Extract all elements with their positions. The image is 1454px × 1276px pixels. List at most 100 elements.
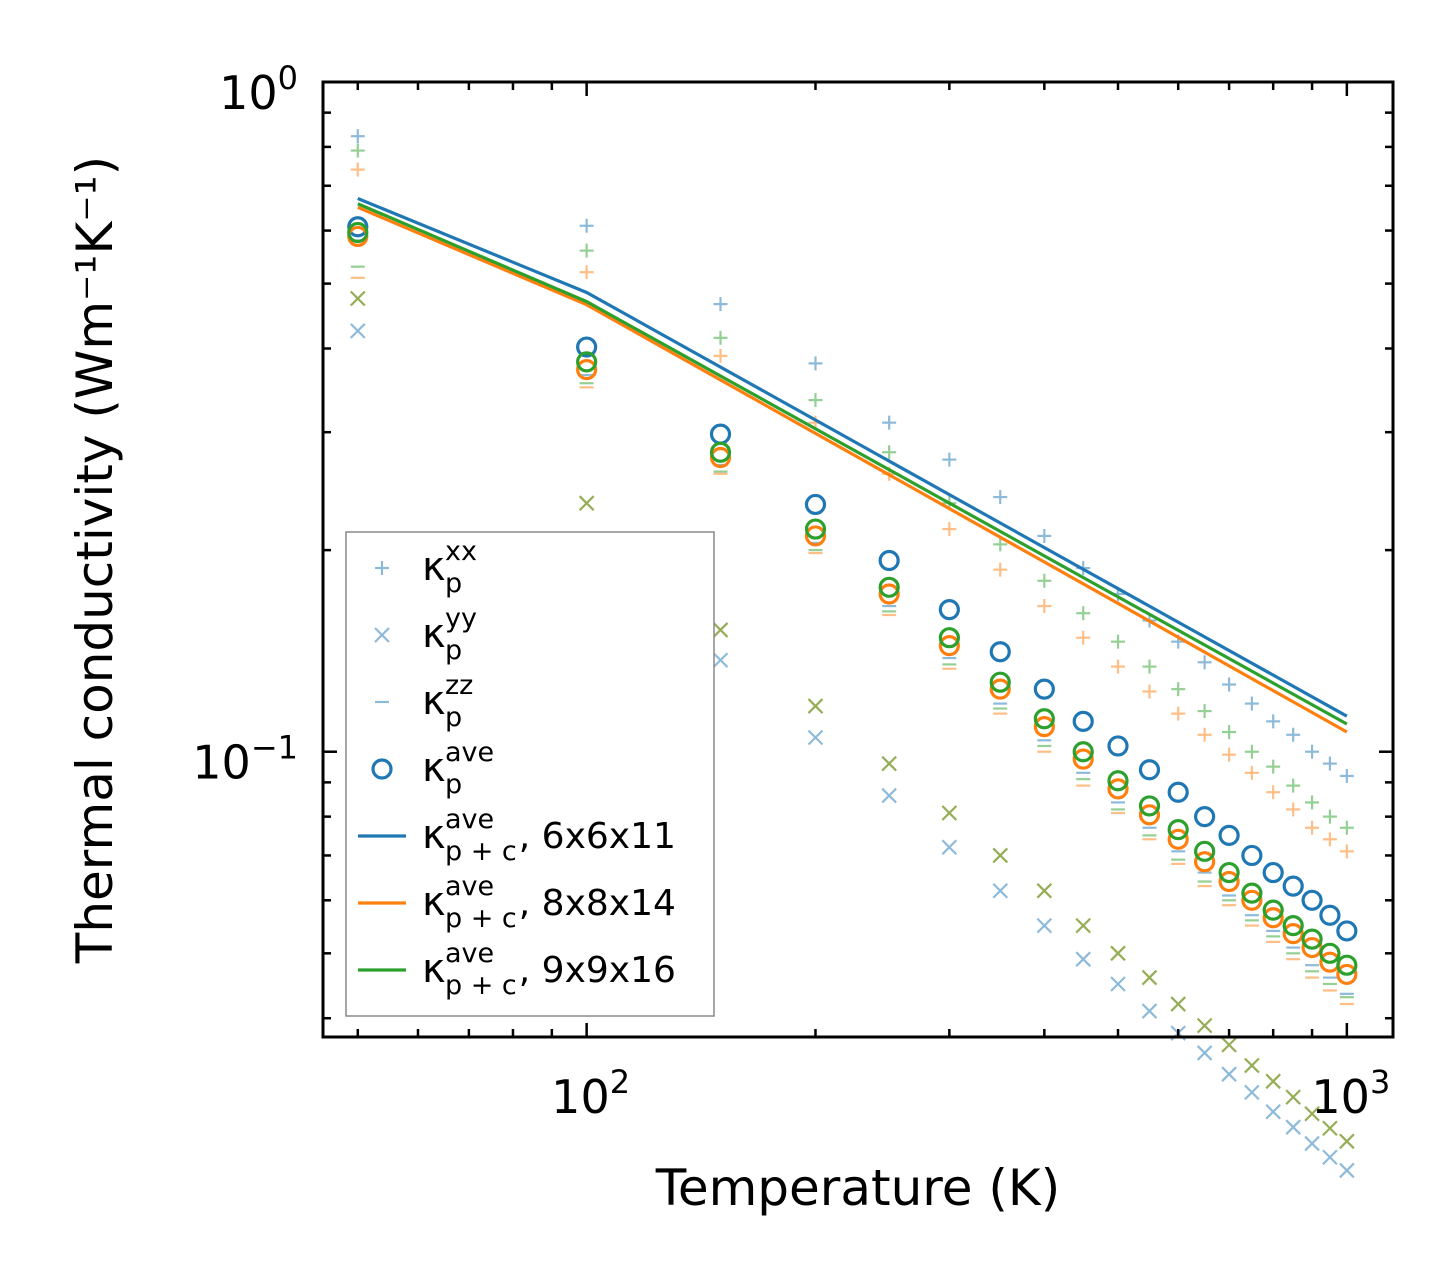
circle-point-kp_ave_9x9x16-750 [1241, 882, 1263, 904]
x-point-kp_yy_6x6x11-250-b [881, 787, 897, 804]
x-point-kp_yy_9x9x16-1000-b [1339, 1133, 1355, 1150]
x-point-kp_yy_6x6x11-250 [881, 787, 897, 804]
circle-point-kp_ave_8x8x14-1000 [1336, 963, 1358, 986]
x-point-kp_yy_9x9x16-150-b [712, 622, 729, 638]
x-point-kp_yy_9x9x16-700 [1221, 1037, 1237, 1053]
circle-point-kp_ave_6x6x11-700 [1218, 824, 1240, 846]
plus-point-kp_xx_9x9x16-700 [1222, 725, 1237, 740]
y-tick-base: 10 [192, 736, 251, 790]
x-point-kp_yy_9x9x16-700-b [1221, 1037, 1237, 1053]
legend-label: κave p [422, 737, 494, 800]
plus-point-kp_xx_6x6x11-900 [1305, 744, 1320, 759]
circle-point-kp_ave_6x6x11-650 [1194, 806, 1216, 828]
circle-point-kp_ave_6x6x11-100 [576, 336, 598, 358]
circle-point-kp_ave_6x6x11-950 [1319, 904, 1341, 926]
legend-label: κave p + c, 9x9x16 [422, 938, 676, 1001]
legend-entry: κyy p [374, 603, 477, 666]
circle-point-kp_ave_9x9x16-250 [878, 576, 900, 598]
x-point-kp_yy_9x9x16-800 [1265, 1073, 1281, 1090]
circle-point-kp_ave_9x9x16-50-ring [347, 221, 369, 244]
circle-point-kp_ave_9x9x16-800-ring [1262, 899, 1284, 921]
legend-box [345, 531, 715, 1017]
plus-point-kp_xx_8x8x14-800 [1266, 785, 1281, 800]
plus-point-kp_xx_9x9x16-500 [1111, 634, 1126, 649]
legend-suffix: , 6x6x11 [519, 816, 676, 857]
legend-superscript: ave [445, 737, 494, 768]
plus-point-kp_xx_6x6x11-850 [1286, 727, 1301, 742]
circle-point-kp_ave_6x6x11-800 [1262, 861, 1284, 884]
legend-entry: κxx p [375, 536, 477, 599]
plus-point-kp_xx_6x6x11-700 [1222, 677, 1237, 692]
x-point-kp_yy_9x9x16-950 [1322, 1120, 1338, 1137]
circle-point-kp_ave_8x8x14-350 [989, 678, 1011, 700]
x-tick-label: 102 [551, 1063, 630, 1124]
x-point-kp_yy_9x9x16-400 [1036, 882, 1053, 899]
x-point-kp_yy_9x9x16-550-b [1141, 969, 1158, 986]
circle-point-kp_ave_9x9x16-300-ring [938, 627, 960, 649]
circle-point-kp_ave_9x9x16-350 [989, 671, 1011, 693]
x-point-kp_yy_9x9x16-100 [578, 495, 595, 511]
circle-point-kp_ave_9x9x16-650 [1194, 840, 1216, 862]
circle-point-kp_ave_8x8x14-250 [878, 583, 900, 605]
circle-point-kp_ave_8x8x14-850-ring [1282, 923, 1304, 945]
legend-circle-swatch [371, 758, 393, 780]
circle-point-kp_ave_6x6x11-750-ring [1241, 844, 1263, 867]
plus-point-kp_xx_6x6x11-200 [808, 356, 823, 371]
x-point-kp_yy_6x6x11-50-b [350, 323, 366, 339]
x-point-kp_yy_6x6x11-350 [992, 882, 1009, 899]
circle-point-kp_ave_6x6x11-250-ring [878, 549, 900, 572]
circle-point-kp_ave_6x6x11-50 [347, 216, 369, 238]
y-tick-label: 100 [219, 59, 298, 120]
circle-point-kp_ave_6x6x11-550 [1138, 759, 1161, 781]
circle-point-kp_ave_6x6x11-800-ring [1262, 861, 1284, 884]
plus-point-kp_xx_8x8x14-300 [942, 522, 957, 537]
legend-entry: κzz p [375, 670, 473, 733]
line-kp+c_ave_9x9x16 [357, 202, 1348, 726]
plus-point-kp_xx_9x9x16-850 [1286, 778, 1301, 793]
x-point-kp_yy_9x9x16-50 [350, 290, 366, 307]
x-tick-exponent: 3 [1370, 1063, 1390, 1101]
series-kp_ave_6x6x11 [347, 216, 1358, 942]
legend-kappa: κ [422, 879, 446, 925]
circle-point-kp_ave_9x9x16-400-ring [1033, 708, 1055, 730]
legend-superscript: ave [445, 938, 494, 969]
x-point-kp_yy_9x9x16-900-b [1304, 1105, 1320, 1122]
plus-point-kp_xx_6x6x11-1000 [1339, 768, 1354, 783]
circle-point-kp_ave_8x8x14-250-ring [878, 583, 900, 605]
x-point-kp_yy_9x9x16-150 [712, 622, 729, 638]
x-point-kp_yy_9x9x16-650-b [1196, 1017, 1213, 1034]
circle-point-kp_ave_9x9x16-600 [1167, 819, 1189, 841]
x-point-kp_yy_6x6x11-650 [1196, 1045, 1213, 1061]
circle-point-kp_ave_6x6x11-600-ring [1167, 781, 1189, 803]
legend-entry: κave p + c, 8x8x14 [358, 871, 676, 934]
x-tick-label: 103 [1311, 1063, 1390, 1124]
x-tick-exponent: 2 [610, 1063, 630, 1101]
x-point-kp_yy_9x9x16-450 [1075, 917, 1091, 934]
legend-entry: κave p [371, 737, 494, 800]
circle-point-kp_ave_8x8x14-650-ring [1194, 851, 1216, 873]
x-tick-base: 10 [1311, 1070, 1370, 1124]
circle-point-kp_ave_6x6x11-1000 [1336, 920, 1358, 942]
x-point-kp_yy_6x6x11-300 [941, 839, 958, 856]
plus-point-kp_xx_9x9x16-800 [1266, 759, 1281, 774]
plus-point-kp_xx_9x9x16-900 [1305, 795, 1320, 810]
legend-superscript: ave [445, 871, 494, 902]
circle-point-kp_ave_9x9x16-750-ring [1241, 882, 1263, 904]
legend-x-swatch [374, 627, 390, 643]
legend-kappa: κ [422, 946, 446, 992]
circle-point-kp_ave_6x6x11-500-ring [1107, 735, 1129, 757]
x-axis-title: Temperature (K) [655, 1159, 1060, 1217]
legend-superscript: ave [445, 804, 494, 835]
plus-point-kp_xx_8x8x14-650 [1197, 727, 1212, 742]
circle-point-kp_ave_8x8x14-800-ring [1262, 907, 1284, 929]
x-point-kp_yy_6x6x11-700 [1221, 1066, 1237, 1082]
circle-point-kp_ave_8x8x14-850 [1282, 923, 1304, 945]
x-point-kp_yy_6x6x11-900-b [1304, 1135, 1320, 1152]
plot-frame [321, 80, 1395, 1039]
plus-point-kp_xx_9x9x16-200 [808, 393, 823, 408]
series-kp_yy_9x9x16 [350, 290, 1355, 1150]
circle-point-kp_ave_6x6x11-400 [1033, 678, 1055, 700]
x-point-kp_yy_9x9x16-750 [1244, 1057, 1260, 1074]
plus-point-kp_xx_8x8x14-950 [1322, 832, 1337, 847]
